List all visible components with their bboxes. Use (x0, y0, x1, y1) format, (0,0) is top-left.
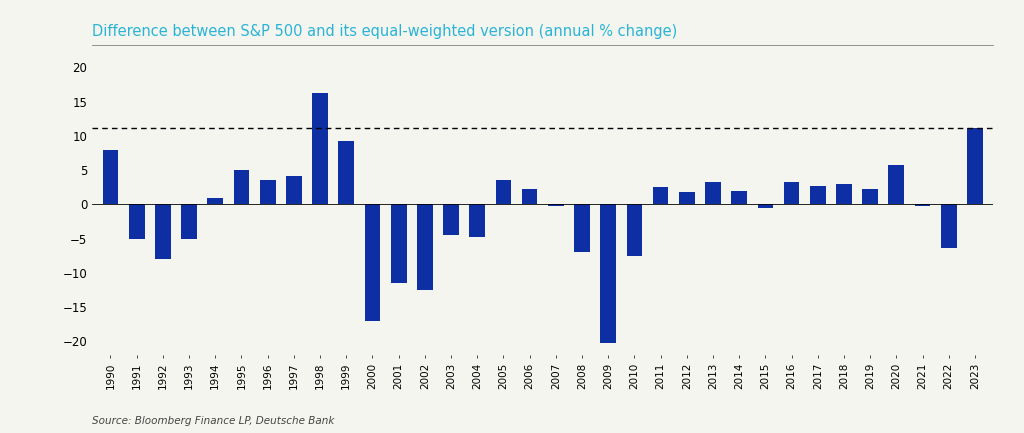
Bar (312, 94, 328, 204)
Text: Source: Bloomberg Finance LP, Deutsche Bank: Source: Bloomberg Finance LP, Deutsche B… (92, 417, 335, 427)
Bar (391, 204, 407, 283)
Bar (365, 204, 380, 321)
Bar (129, 204, 144, 239)
Bar (783, 182, 800, 204)
Bar (338, 141, 354, 204)
Bar (627, 204, 642, 256)
Bar (155, 204, 171, 259)
Bar (443, 204, 459, 235)
Bar (941, 204, 956, 248)
Bar (914, 204, 931, 207)
Bar (600, 204, 616, 343)
Bar (810, 186, 825, 204)
Bar (102, 150, 119, 204)
Bar (731, 191, 748, 204)
Bar (208, 197, 223, 204)
Bar (496, 181, 511, 204)
Bar (417, 204, 433, 290)
Bar (862, 189, 878, 204)
Bar (181, 204, 197, 239)
Bar (469, 204, 485, 237)
Text: Difference between S&P 500 and its equal-weighted version (annual % change): Difference between S&P 500 and its equal… (92, 24, 678, 39)
Bar (837, 184, 852, 204)
Bar (574, 204, 590, 252)
Bar (548, 204, 563, 207)
Bar (286, 176, 302, 204)
Bar (758, 204, 773, 208)
Bar (233, 170, 249, 204)
Bar (706, 182, 721, 204)
Bar (522, 189, 538, 204)
Bar (679, 192, 694, 204)
Bar (652, 187, 669, 204)
Bar (260, 181, 275, 204)
Bar (889, 165, 904, 204)
Bar (967, 128, 983, 204)
